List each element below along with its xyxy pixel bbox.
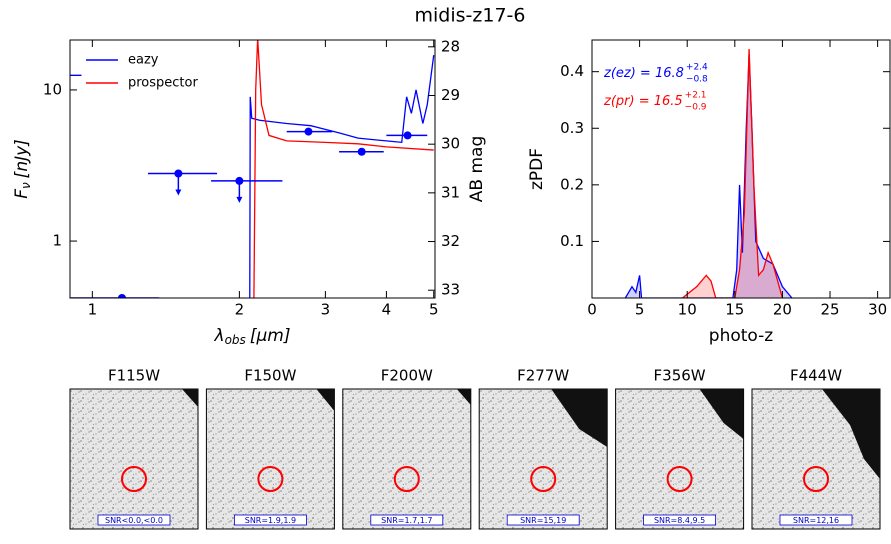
y-tick-label: 0.1	[560, 232, 584, 250]
aperture	[803, 466, 829, 492]
source-blob	[182, 389, 198, 407]
source-blob	[316, 389, 335, 411]
y-label-symbol: F	[12, 189, 32, 199]
x-tick-label: 5	[635, 301, 645, 319]
annotation-lower: −0.9	[685, 103, 707, 113]
x-tick-label: 10	[678, 301, 697, 319]
snr-box	[779, 514, 853, 526]
x-tick-label: 3	[321, 301, 331, 319]
area	[682, 49, 783, 298]
aperture	[530, 466, 557, 492]
legend-label: eazy	[128, 53, 159, 68]
area	[625, 54, 792, 298]
frame	[69, 39, 436, 299]
snr-label: SNR=12,16	[793, 516, 839, 525]
y-label-unit: [nJy]	[12, 139, 32, 178]
annotation-lower: −0.8	[686, 75, 708, 85]
x-tick-label: 25	[820, 301, 839, 319]
annotation-text: z(ez) = 16.8	[603, 66, 684, 81]
y-tick-label: 10	[43, 80, 62, 98]
y2-tick-label: 33	[441, 281, 460, 299]
panel-title: F356W	[654, 367, 706, 385]
source-blob	[551, 389, 608, 447]
y2-tick-label: 28	[441, 37, 460, 55]
panel-title: F200W	[381, 367, 433, 385]
x-label-symbol: λ	[214, 326, 225, 346]
aperture	[121, 466, 147, 492]
annotation: z(pr) = 16.5	[603, 94, 683, 109]
annotation-upper: +2.1	[685, 91, 707, 101]
x-tick-label: 15	[725, 301, 744, 319]
thumbnail	[205, 388, 335, 530]
thumbnail	[342, 388, 472, 530]
y-tick-label: 0.3	[560, 119, 584, 137]
upper-limit-head	[236, 196, 243, 203]
aperture	[257, 466, 284, 492]
upper-limit-head	[119, 314, 125, 320]
point	[403, 131, 412, 140]
line	[253, 40, 434, 298]
snr-box	[233, 514, 307, 526]
aperture	[393, 466, 420, 492]
x-tick-label: 2	[235, 301, 245, 319]
y-tick-label: 0.2	[560, 175, 584, 193]
annotation: z(ez) = 16.8	[603, 66, 684, 81]
snr-box	[643, 514, 716, 526]
snr-label: SNR=15,19	[520, 516, 566, 525]
annotation-text: z(pr) = 16.5	[603, 94, 683, 109]
x-tick-label: 4	[382, 301, 392, 319]
point	[174, 169, 183, 178]
aperture	[666, 466, 693, 492]
y-tick-label: 1	[52, 232, 62, 250]
plot-area	[624, 49, 793, 298]
y2-tick-label: 32	[441, 232, 460, 250]
x-label-sub: obs	[225, 333, 246, 347]
source-blob	[822, 389, 880, 479]
x-tick-label: 1	[88, 301, 98, 319]
panel-title: F150W	[244, 367, 296, 385]
annotation-upper: +2.4	[686, 63, 708, 73]
y2-tick-label: 31	[441, 183, 460, 201]
snr-label: SNR<0.0,<0.0	[105, 516, 163, 525]
x-tick-label: 0	[587, 301, 597, 319]
plot-area	[70, 40, 435, 320]
line	[70, 55, 435, 298]
snr-label: SNR=1.9,1.9	[245, 516, 296, 525]
y2-axis-label: AB mag	[467, 136, 487, 202]
panel-title: F444W	[790, 367, 842, 385]
point	[357, 147, 366, 156]
point	[117, 294, 126, 298]
line	[682, 49, 784, 298]
y2-tick-label: 29	[441, 86, 460, 104]
y-axis-label: Fν [nJy]	[12, 139, 33, 199]
y-axis-label: zPDF	[527, 148, 547, 190]
x-tick-label: 5	[429, 301, 439, 319]
upper-limit-head	[175, 189, 182, 196]
snr-box	[370, 514, 444, 526]
point	[235, 176, 244, 185]
thumbnail	[69, 388, 199, 530]
x-tick-label: 30	[868, 301, 887, 319]
snr-box	[97, 514, 171, 526]
panel-title: F115W	[108, 367, 160, 385]
y2-tick-label: 30	[441, 135, 460, 153]
frame	[591, 39, 891, 299]
figure-title: midis-z17-6	[415, 5, 526, 27]
x-tick-label: 20	[773, 301, 792, 319]
y-tick-label: 0.4	[560, 62, 584, 80]
x-axis-label: photo-z	[709, 326, 773, 346]
x-axis-label: λobs [μm]	[214, 326, 291, 347]
source-blob	[699, 389, 744, 439]
point	[304, 127, 313, 136]
snr-label: SNR=8.4,9.5	[654, 516, 705, 525]
snr-label: SNR=1.7,1.7	[381, 516, 432, 525]
source-blob	[456, 389, 471, 405]
y-label-sub: ν	[19, 182, 33, 189]
panel-title: F277W	[517, 367, 569, 385]
x-label-unit: [μm]	[250, 326, 291, 346]
snr-box	[506, 514, 580, 526]
legend-label: prospector	[128, 76, 198, 91]
